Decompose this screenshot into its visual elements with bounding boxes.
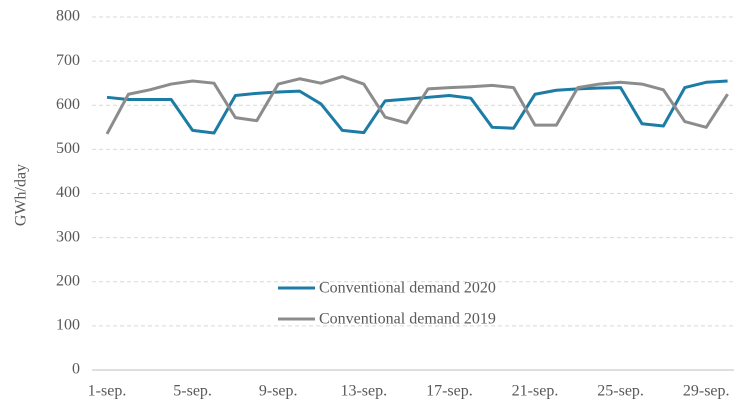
x-tick-label: 17-sep. xyxy=(426,383,473,400)
y-tick-label: 400 xyxy=(56,184,80,201)
y-axis-label: GWh/day xyxy=(13,164,30,226)
y-tick-label: 700 xyxy=(56,52,80,69)
y-tick-label: 800 xyxy=(56,8,80,25)
x-tick-label: 29-sep. xyxy=(683,383,730,400)
x-tick-label: 1-sep. xyxy=(88,383,127,400)
series-line xyxy=(106,79,728,135)
y-tick-label: 300 xyxy=(56,228,80,245)
x-tick-label: 9-sep. xyxy=(259,383,298,400)
x-tick-label: 21-sep. xyxy=(512,383,559,400)
series-line xyxy=(105,75,729,135)
y-tick-label: 500 xyxy=(56,140,80,157)
y-tick-label: 600 xyxy=(56,96,80,113)
y-tick-label: 100 xyxy=(56,317,80,334)
y-tick-label: 0 xyxy=(72,361,80,378)
x-tick-label: 13-sep. xyxy=(340,383,387,400)
x-tick-label: 25-sep. xyxy=(597,383,644,400)
x-tick-label: 5-sep. xyxy=(173,383,212,400)
legend-label: Conventional demand 2019 xyxy=(319,311,496,328)
legend-label: Conventional demand 2020 xyxy=(319,280,496,297)
y-tick-label: 200 xyxy=(56,272,80,289)
